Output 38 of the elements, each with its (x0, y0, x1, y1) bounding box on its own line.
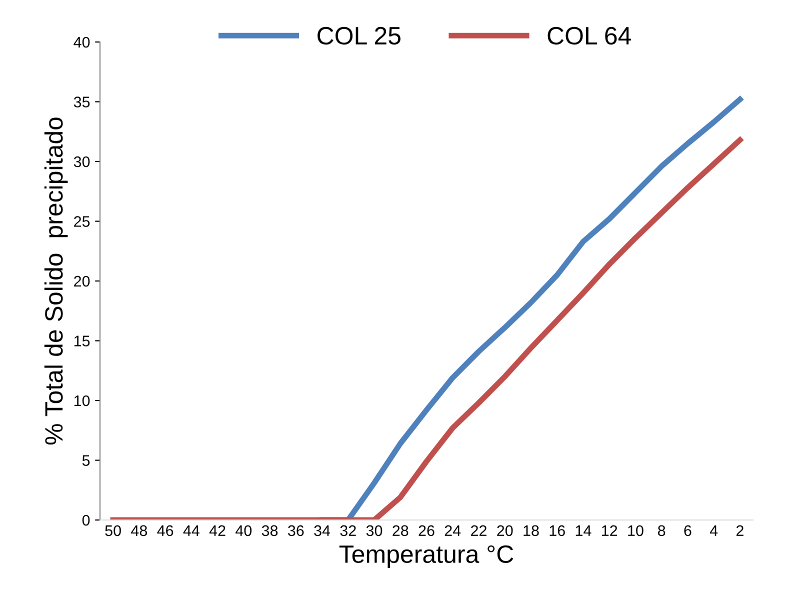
x-tick-label: 42 (209, 525, 226, 536)
x-tick-label: 32 (340, 525, 356, 536)
x-tick-label: 20 (497, 525, 513, 536)
x-tick-label: 28 (392, 525, 408, 536)
x-tick-label: 50 (105, 525, 121, 536)
y-tick-label: 10 (74, 395, 90, 406)
x-tick-label: 36 (288, 525, 304, 536)
x-tick-label: 6 (684, 525, 692, 536)
x-tick-label: 14 (576, 525, 592, 536)
x-tick-label: 30 (366, 525, 382, 536)
x-tick-label: 26 (418, 525, 434, 536)
y-tick-label: 0 (82, 514, 90, 526)
y-tick-label: 40 (74, 36, 90, 48)
y-tick-label: 20 (74, 276, 90, 287)
y-tick-label: 5 (82, 455, 90, 466)
y-tick-label: 25 (74, 216, 90, 227)
x-tick-label: 2 (736, 525, 744, 536)
legend-label: COL 25 (318, 26, 400, 45)
x-tick-label: 48 (131, 525, 148, 536)
y-axis-title: % Total de Solido precipitado (44, 118, 68, 445)
x-tick-label: 12 (602, 525, 618, 536)
x-tick-label: 38 (262, 525, 278, 536)
x-tick-label: 22 (471, 525, 486, 536)
x-axis-title: Temperatura °C (339, 545, 514, 568)
x-tick-label: 46 (157, 525, 174, 536)
y-tick-label: 15 (74, 336, 90, 346)
y-tick-label: 30 (74, 156, 90, 168)
legend-label: COL 64 (548, 26, 631, 45)
x-tick-label: 18 (524, 525, 539, 536)
x-tick-label: 4 (710, 525, 718, 536)
x-tick-label: 8 (658, 525, 666, 536)
x-tick-label: 10 (628, 525, 644, 536)
x-tick-label: 34 (314, 525, 330, 536)
y-tick-label: 35 (74, 96, 90, 108)
x-tick-label: 40 (236, 525, 252, 536)
x-tick-label: 44 (183, 525, 200, 536)
x-tick-label: 16 (550, 525, 565, 536)
x-tick-label: 24 (444, 525, 461, 536)
